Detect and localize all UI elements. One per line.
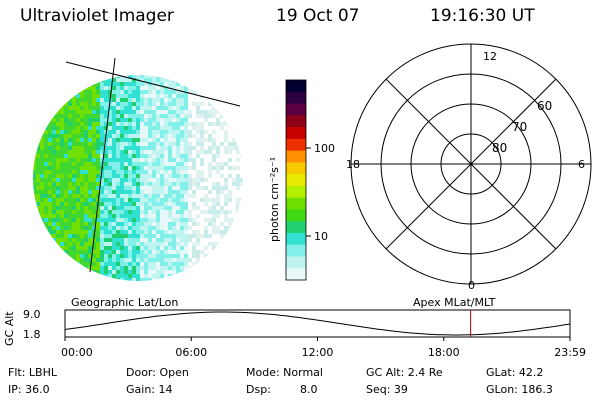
timeline-y-min: 1.8 xyxy=(23,328,41,341)
timeline-tick-label: 06:00 xyxy=(175,346,207,359)
colorbar-tick-label-10: 10 xyxy=(314,230,328,243)
polar-lat-70: 70 xyxy=(512,120,527,134)
timeline-geographic-label: Geographic Lat/Lon xyxy=(71,296,178,309)
date-label: 19 Oct 07 xyxy=(276,6,360,26)
colorbar-swatch xyxy=(286,103,306,116)
timeline-apex-label: Apex MLat/MLT xyxy=(413,296,496,309)
status-glat: GLat: 42.2 xyxy=(486,366,544,379)
timeline-tick-label: 00:00 xyxy=(61,346,93,359)
status-gc-alt: GC Alt: 2.4 Re xyxy=(366,366,443,379)
colorbar-swatch xyxy=(286,91,306,105)
altitude-curve xyxy=(64,311,571,336)
colorbar-swatch xyxy=(286,185,306,199)
colorbar-swatch xyxy=(286,127,306,140)
status-ip: IP: 36.0 xyxy=(8,383,50,396)
status-glon: GLon: 186.3 xyxy=(486,383,553,396)
polar-mlt-bottom: 0 xyxy=(468,279,475,292)
timeline-frame xyxy=(64,309,571,338)
timeline-tick-label: 23:59 xyxy=(554,346,586,359)
status-dsp-label: Dsp: xyxy=(246,383,271,396)
timeline-y-max: 9.0 xyxy=(23,308,41,321)
colorbar-swatch xyxy=(286,174,306,187)
colorbar-swatch xyxy=(286,221,306,234)
polar-mlt-right: 6 xyxy=(578,158,585,171)
polar-grid xyxy=(350,43,592,285)
colorbar-swatch xyxy=(286,162,306,175)
colorbar-swatch xyxy=(286,150,306,163)
colorbar-swatch xyxy=(286,244,306,257)
colorbar-frame xyxy=(285,79,307,281)
polar-mlt-top: 12 xyxy=(483,50,497,63)
timeline-ticks: 00:00 06:00 12:00 18:00 23:59 xyxy=(61,337,586,359)
colorbar-swatch xyxy=(286,115,306,128)
status-seq: Seq: 39 xyxy=(366,383,408,396)
colorbar-tick-label-100: 100 xyxy=(314,142,335,155)
colorbar-unit-label: photon cm⁻²s⁻¹ xyxy=(268,157,281,242)
timeline-tick-label: 18:00 xyxy=(428,346,460,359)
status-gain: Gain: 14 xyxy=(126,383,173,396)
colorbar-swatch xyxy=(286,80,306,93)
polar-lat-80: 80 xyxy=(492,141,507,155)
polar-lat-60: 60 xyxy=(537,99,552,113)
timeline-tick-label: 12:00 xyxy=(302,346,334,359)
colorbar-swatch xyxy=(286,256,306,269)
colorbar-swatch xyxy=(286,197,306,210)
colorbar-swatch xyxy=(286,268,306,281)
status-flt: Flt: LBHL xyxy=(8,366,57,379)
time-label: 19:16:30 UT xyxy=(430,6,535,26)
terminator-line xyxy=(65,61,241,107)
polar-mlt-left: 18 xyxy=(346,158,360,171)
meridian-line xyxy=(89,57,116,273)
status-mode: Mode: Normal xyxy=(246,366,323,379)
timeline-axis-label: GC Alt xyxy=(3,311,16,346)
uv-earth-disk xyxy=(33,75,243,281)
colorbar-swatch xyxy=(286,209,306,222)
colorbar-swatch xyxy=(286,232,306,246)
status-door: Door: Open xyxy=(126,366,189,379)
instrument-title: Ultraviolet Imager xyxy=(20,6,174,26)
colorbar-swatch xyxy=(286,138,306,152)
colorbar xyxy=(286,80,306,281)
status-dsp-value: 8.0 xyxy=(300,383,318,396)
